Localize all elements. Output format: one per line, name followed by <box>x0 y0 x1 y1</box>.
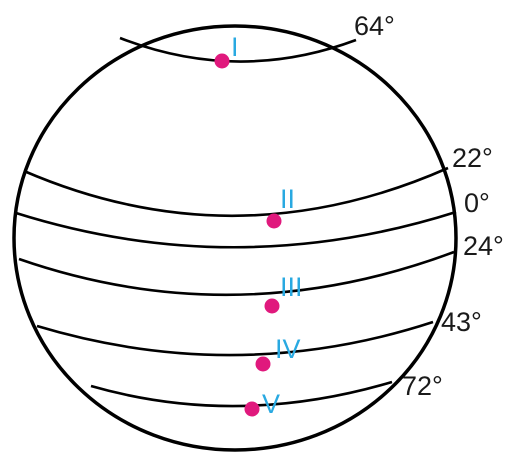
point-iii-marker <box>264 298 280 314</box>
latitude-label-24: 24° <box>463 231 504 261</box>
globe-outline <box>12 24 458 452</box>
point-v-marker <box>244 401 260 417</box>
latitude-label-64: 64° <box>354 11 395 41</box>
latitude-label-0: 0° <box>464 188 490 218</box>
parallel-72 <box>90 380 393 408</box>
point-ii-label: II <box>280 184 295 214</box>
latitude-label-22: 22° <box>452 143 493 173</box>
parallel-equator <box>15 210 457 249</box>
latitude-label-43: 43° <box>441 307 482 337</box>
point-i-marker <box>214 53 230 69</box>
parallel-64 <box>119 36 357 63</box>
point-iv-label: IV <box>275 334 301 364</box>
parallel-24 <box>18 250 455 297</box>
point-i-label: I <box>231 32 239 62</box>
point-ii-marker <box>266 213 282 229</box>
point-iv-marker <box>255 356 271 372</box>
parallel-22 <box>23 166 449 218</box>
latitude-label-72: 72° <box>402 371 443 401</box>
point-iii-label: III <box>280 272 303 302</box>
point-v-label: V <box>262 389 280 419</box>
parallel-43 <box>36 320 434 357</box>
